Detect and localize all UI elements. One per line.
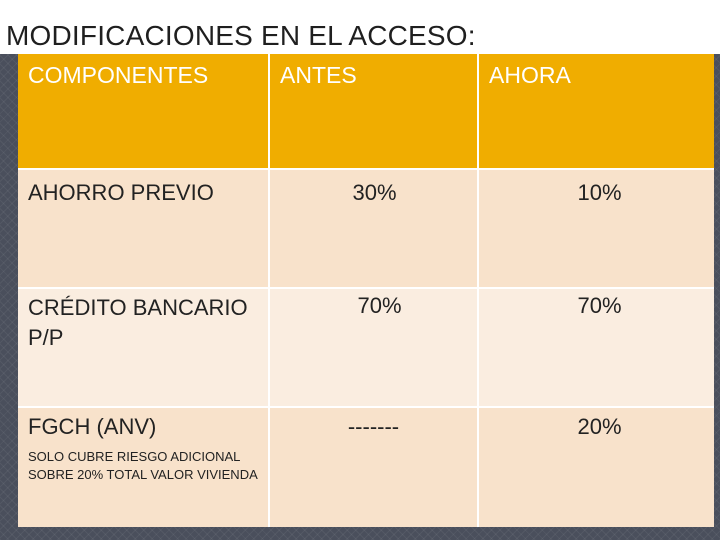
antes-cell: 70% [269,288,479,408]
ahora-value: 70% [577,293,622,318]
header-label-componentes: COMPONENTES [28,62,209,88]
antes-value: 70% [357,293,402,318]
ahora-value: 10% [577,180,622,205]
header-cell-antes: ANTES [269,54,479,170]
slide-title: MODIFICACIONES EN EL ACCESO: [6,20,476,51]
table-row: FGCH (ANV) SOLO CUBRE RIESGO ADICIONAL S… [18,407,714,527]
ahora-cell: 10% [478,169,714,289]
antes-cell: 30% [269,169,479,289]
table-row: CRÉDITO BANCARIO P/P 70% 70% [18,288,714,408]
component-label: FGCH (ANV) [28,414,157,439]
header-label-antes: ANTES [280,62,357,88]
ahora-value: 20% [577,414,622,439]
component-label: CRÉDITO BANCARIO P/P [28,295,248,350]
component-note: SOLO CUBRE RIESGO ADICIONAL SOBRE 20% TO… [28,449,258,482]
ahora-cell: 20% [478,407,714,527]
table-header-row: COMPONENTES ANTES AHORA [18,54,714,170]
component-label: AHORRO PREVIO [28,180,214,205]
header-cell-ahora: AHORA [478,54,714,170]
table-row: AHORRO PREVIO 30% 10% [18,169,714,289]
header-cell-componentes: COMPONENTES [18,54,270,170]
header-label-ahora: AHORA [489,62,571,88]
antes-value: 30% [352,180,397,205]
title-band: MODIFICACIONES EN EL ACCESO: [0,0,720,54]
antes-cell: ------- [269,407,479,527]
comparison-table: COMPONENTES ANTES AHORA AHORRO PREVIO 30… [18,54,714,527]
antes-value: ------- [347,414,400,439]
component-cell: CRÉDITO BANCARIO P/P [18,288,270,408]
component-cell: AHORRO PREVIO [18,169,270,289]
ahora-cell: 70% [478,288,714,408]
component-cell: FGCH (ANV) SOLO CUBRE RIESGO ADICIONAL S… [18,407,270,527]
